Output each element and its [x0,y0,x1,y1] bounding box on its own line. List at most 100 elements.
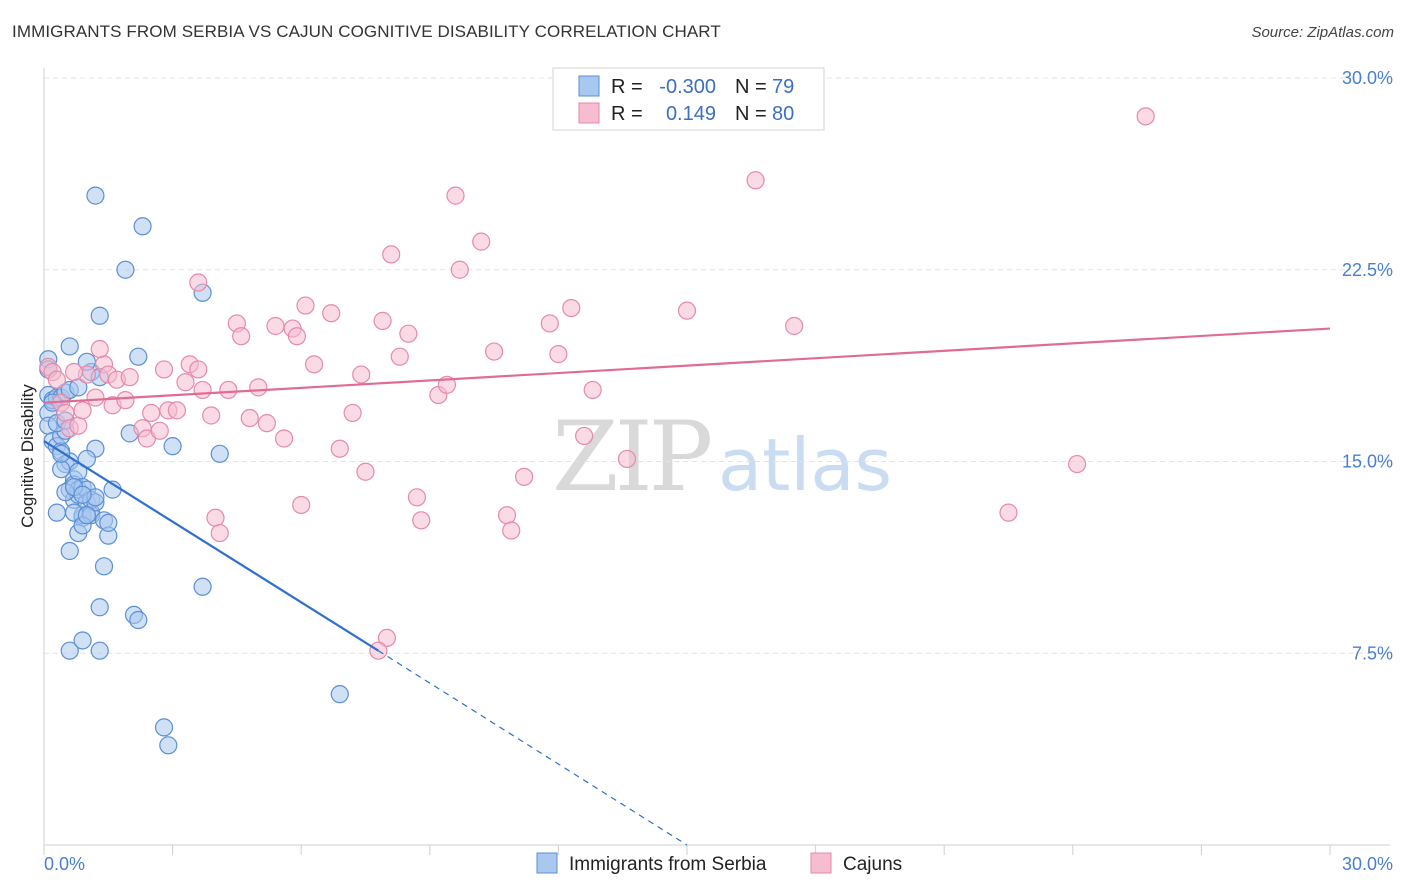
legend-r-value-2: 0.149 [666,103,716,125]
point-serbia-54 [159,736,178,755]
y-tick-label-2: 22.5% [1342,260,1393,280]
point-cajun-22 [176,373,195,392]
point-cajun-32 [240,408,259,428]
point-cajun-71 [999,503,1018,522]
series-serbia-points [39,186,349,755]
legend-swatch-cajun [578,102,600,124]
point-cajun-60 [502,521,521,540]
y-tick-label-0: 7.5% [1352,643,1393,663]
point-serbia-59 [133,217,152,236]
legend-n-value-1: 79 [772,76,794,98]
point-cajun-67 [617,449,637,469]
series-legend: Immigrants from Serbia Cajuns [536,852,902,875]
point-serbia-50 [73,631,92,650]
point-cajun-73 [1136,107,1155,126]
series-legend-swatch-serbia [536,852,558,874]
point-serbia-48 [90,641,109,660]
point-serbia-78 [73,485,92,504]
point-cajun-69 [746,171,765,190]
point-cajun-55 [446,186,465,205]
correlation-legend: R = -0.300 N = 79 R = 0.149 N = 80 [552,67,825,131]
axes [43,68,1390,855]
point-cajun-35 [266,316,285,336]
point-serbia-49 [60,641,79,660]
point-cajun-48 [382,245,401,264]
y-axis-label: Cognitive Disability [18,384,37,528]
point-cajun-56 [450,260,469,279]
point-cajun-49 [390,347,409,366]
point-cajun-79 [64,362,84,382]
legend-r-label-1: R = [611,76,643,98]
point-cajun-24 [189,360,208,379]
point-cajun-25 [193,380,212,400]
point-cajun-18 [142,403,161,423]
point-serbia-69 [210,444,229,463]
point-cajun-44 [343,403,362,423]
point-serbia-39 [52,460,71,479]
legend-n-label-2: N = [735,103,767,125]
point-cajun-61 [515,467,534,486]
point-cajun-57 [472,232,491,251]
point-serbia-46 [94,557,114,576]
point-serbia-77 [99,513,118,532]
point-cajun-38 [287,327,307,346]
point-cajun-76 [189,273,208,292]
point-cajun-36 [274,429,294,448]
point-cajun-19 [150,421,169,440]
point-cajun-29 [219,380,238,400]
point-serbia-60 [116,260,135,279]
point-serbia-68 [163,437,182,456]
y-tick-label-3: 30.0% [1342,68,1393,88]
series-legend-label-serbia: Immigrants from Serbia [569,854,767,875]
point-cajun-9 [86,388,105,407]
point-cajun-15 [120,368,139,387]
watermark: ZIP atlas [552,401,892,513]
point-cajun-66 [583,380,602,400]
point-cajun-6 [69,416,88,435]
chart-title: IMMIGRANTS FROM SERBIA VS CAJUN COGNITIV… [12,22,721,41]
point-cajun-78 [90,339,109,359]
point-cajun-34 [257,414,277,433]
watermark-atlas: atlas [718,423,892,507]
legend-n-value-2: 80 [772,103,794,125]
x-tick-label-1: 30.0% [1342,854,1393,874]
point-cajun-62 [540,314,559,333]
point-cajun-26 [202,406,221,425]
point-cajun-21 [167,401,186,420]
point-cajun-77 [154,360,174,379]
point-cajun-7 [73,401,92,420]
trendline-serbia [43,440,379,652]
point-serbia-58 [86,186,105,205]
chart-source: Source: ZipAtlas.com [1251,24,1394,41]
series-cajun-points [39,107,1155,660]
legend-n-label-1: N = [735,76,767,98]
series-legend-swatch-cajun [810,852,832,874]
point-cajun-40 [296,296,315,315]
point-cajun-39 [292,495,311,515]
point-cajun-47 [373,311,392,330]
point-cajun-68 [677,301,697,320]
point-cajun-58 [485,342,504,361]
point-cajun-63 [549,345,568,364]
point-serbia-52 [129,610,148,630]
point-cajun-46 [356,462,375,481]
point-cajun-50 [399,324,418,343]
point-cajun-41 [304,355,324,374]
point-cajun-2 [47,370,66,389]
point-serbia-55 [330,685,349,704]
legend-r-label-2: R = [611,103,643,125]
point-serbia-37 [60,541,79,561]
x-tick-label-0: 0.0% [44,854,85,874]
y-tick-label-1: 15.0% [1342,452,1393,472]
legend-swatch-serbia [578,75,600,97]
point-cajun-51 [407,488,427,507]
point-cajun-33 [249,378,268,397]
point-cajun-27 [206,508,225,527]
series-legend-label-cajun: Cajuns [843,854,902,875]
legend-r-value-1: -0.300 [659,76,716,98]
point-serbia-56 [193,577,212,596]
trendline-serbia-extension [378,650,688,846]
point-cajun-45 [352,365,371,384]
point-serbia-62 [129,347,148,366]
